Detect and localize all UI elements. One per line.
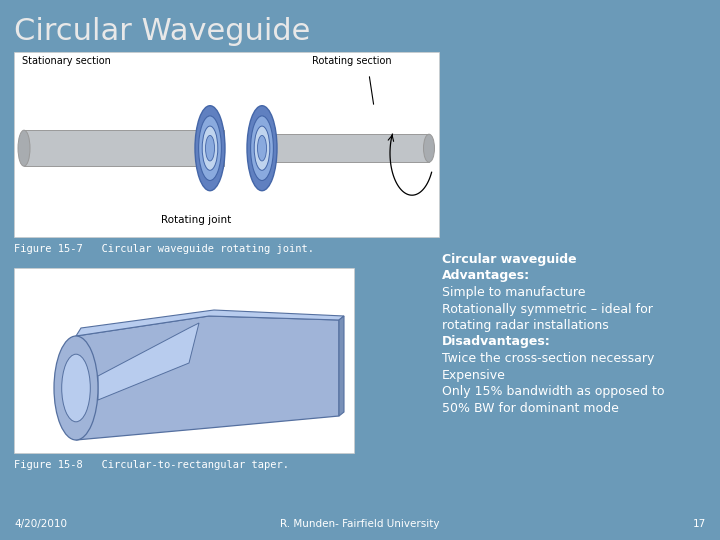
Ellipse shape xyxy=(18,130,30,166)
Text: Expensive: Expensive xyxy=(442,368,506,381)
Text: Figure 15-8   Circular-to-rectangular taper.: Figure 15-8 Circular-to-rectangular tape… xyxy=(14,460,289,470)
Text: Rotating section: Rotating section xyxy=(312,56,392,66)
Ellipse shape xyxy=(62,354,90,422)
Text: 50% BW for dominant mode: 50% BW for dominant mode xyxy=(442,402,619,415)
Ellipse shape xyxy=(258,136,266,161)
Text: Twice the cross-section necessary: Twice the cross-section necessary xyxy=(442,352,654,365)
Polygon shape xyxy=(76,316,339,440)
Ellipse shape xyxy=(254,126,270,170)
Text: rotating radar installations: rotating radar installations xyxy=(442,319,608,332)
Bar xyxy=(272,134,429,162)
Bar xyxy=(14,268,354,453)
Ellipse shape xyxy=(247,106,277,191)
Text: Disadvantages:: Disadvantages: xyxy=(442,335,551,348)
Ellipse shape xyxy=(199,116,222,180)
Ellipse shape xyxy=(251,116,274,180)
Text: Circular waveguide: Circular waveguide xyxy=(442,253,577,266)
Text: 4/20/2010: 4/20/2010 xyxy=(14,519,67,529)
Text: Stationary section: Stationary section xyxy=(22,56,111,66)
Ellipse shape xyxy=(205,136,215,161)
Text: Simple to manufacture: Simple to manufacture xyxy=(442,286,585,299)
Ellipse shape xyxy=(423,134,434,162)
Text: Circular Waveguide: Circular Waveguide xyxy=(14,17,310,46)
Text: 17: 17 xyxy=(693,519,706,529)
Bar xyxy=(24,130,224,166)
Ellipse shape xyxy=(54,336,98,440)
Text: Rotating joint: Rotating joint xyxy=(161,215,231,225)
Polygon shape xyxy=(339,316,344,416)
Polygon shape xyxy=(98,323,199,400)
Text: Figure 15-7   Circular waveguide rotating joint.: Figure 15-7 Circular waveguide rotating … xyxy=(14,244,314,254)
Bar xyxy=(14,52,439,237)
Text: Rotationally symmetric – ideal for: Rotationally symmetric – ideal for xyxy=(442,302,653,315)
Ellipse shape xyxy=(195,106,225,191)
Text: Only 15% bandwidth as opposed to: Only 15% bandwidth as opposed to xyxy=(442,385,665,398)
Text: Advantages:: Advantages: xyxy=(442,269,530,282)
Ellipse shape xyxy=(202,126,218,170)
Polygon shape xyxy=(76,310,344,336)
Text: R. Munden- Fairfield University: R. Munden- Fairfield University xyxy=(280,519,440,529)
